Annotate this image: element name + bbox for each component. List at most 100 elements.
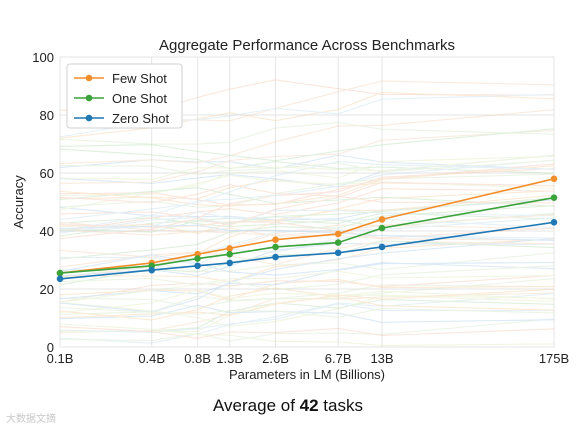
task-line bbox=[59, 304, 555, 323]
x-axis-label: Parameters in LM (Billions) bbox=[229, 367, 385, 382]
task-line bbox=[59, 159, 555, 176]
legend-label: Few Shot bbox=[112, 71, 167, 86]
task-line bbox=[59, 261, 555, 300]
x-tick-label: 175B bbox=[539, 351, 569, 366]
data-point bbox=[378, 243, 386, 251]
task-line bbox=[59, 194, 555, 235]
caption-number: 42 bbox=[299, 396, 319, 415]
task-line bbox=[59, 159, 555, 232]
data-point bbox=[334, 230, 342, 238]
legend-marker bbox=[85, 94, 93, 102]
task-line bbox=[59, 323, 555, 347]
data-point bbox=[272, 253, 279, 261]
task-line bbox=[59, 155, 555, 180]
task-line bbox=[59, 287, 555, 321]
task-line bbox=[59, 165, 555, 207]
task-line bbox=[59, 221, 555, 239]
task-line bbox=[59, 187, 555, 207]
chart-area: 0 20 40 60 80 100 0.1B 0.4B 0.8B 1.3B 2.6B 6.7B 13B 1… bbox=[11, 37, 569, 382]
y-tick-label: 40 bbox=[40, 224, 54, 239]
data-point bbox=[226, 259, 233, 267]
series-few-shot bbox=[56, 175, 558, 277]
task-line bbox=[59, 128, 555, 162]
legend-label: Zero Shot bbox=[112, 111, 169, 126]
x-tick-label: 2.6B bbox=[262, 351, 289, 366]
task-line bbox=[59, 154, 555, 170]
x-tick-label: 6.7B bbox=[325, 351, 352, 366]
task-line bbox=[59, 278, 555, 309]
task-line bbox=[59, 224, 555, 237]
task-line bbox=[59, 289, 555, 314]
task-line bbox=[59, 214, 555, 268]
task-line bbox=[59, 299, 555, 332]
task-line bbox=[59, 155, 555, 211]
task-line bbox=[59, 221, 555, 241]
task-line bbox=[59, 174, 555, 197]
task-line bbox=[59, 205, 555, 260]
task-line bbox=[59, 278, 555, 301]
x-tick-label: 0.1B bbox=[47, 351, 74, 366]
task-line bbox=[59, 148, 555, 174]
series-line bbox=[59, 196, 555, 274]
legend-box bbox=[66, 63, 183, 129]
legend-marker bbox=[85, 114, 93, 122]
x-tick-label: 0.8B bbox=[184, 351, 211, 366]
data-point bbox=[56, 269, 64, 277]
task-line bbox=[59, 211, 555, 233]
task-line bbox=[59, 181, 555, 239]
task-line bbox=[59, 217, 555, 271]
task-line bbox=[59, 184, 555, 204]
y-tick-label: 60 bbox=[40, 166, 54, 181]
task-line bbox=[60, 238, 555, 283]
legend-marker bbox=[85, 74, 93, 82]
task-line bbox=[59, 212, 555, 228]
task-line bbox=[59, 179, 555, 200]
legend: Few Shot One Shot Zero Shot bbox=[66, 63, 183, 129]
task-line bbox=[59, 188, 555, 233]
y-tick-label: 20 bbox=[40, 282, 54, 297]
data-point bbox=[272, 236, 279, 243]
data-point bbox=[272, 243, 279, 251]
task-line bbox=[59, 292, 555, 333]
y-tick-label: 80 bbox=[40, 108, 54, 123]
watermark: 大数据文摘 bbox=[6, 410, 56, 425]
series-zero-shot bbox=[56, 219, 558, 283]
watermark-text: 大数据文摘 bbox=[6, 414, 56, 425]
task-line bbox=[59, 242, 555, 277]
task-line bbox=[59, 173, 555, 208]
task-line bbox=[59, 274, 555, 303]
series-line bbox=[59, 178, 555, 274]
y-axis-label: Accuracy bbox=[11, 175, 26, 229]
task-line bbox=[59, 270, 555, 303]
task-line bbox=[59, 199, 555, 221]
data-point bbox=[226, 245, 233, 252]
series-line bbox=[59, 221, 555, 280]
data-point bbox=[378, 216, 386, 223]
task-line bbox=[59, 163, 555, 206]
task-line bbox=[59, 318, 555, 342]
chart-caption: Average of 42 tasks bbox=[0, 396, 576, 416]
x-tick-label: 13B bbox=[370, 351, 393, 366]
task-line bbox=[59, 295, 555, 327]
task-line bbox=[59, 288, 555, 319]
task-line bbox=[59, 197, 555, 233]
data-point bbox=[550, 194, 558, 201]
data-point bbox=[194, 255, 201, 262]
task-line bbox=[59, 284, 555, 315]
data-point bbox=[378, 224, 386, 232]
caption-prefix: Average of bbox=[213, 396, 300, 415]
task-line bbox=[59, 161, 555, 221]
data-point bbox=[148, 266, 156, 274]
data-point bbox=[226, 250, 233, 258]
line-chart: 0 20 40 60 80 100 0.1B 0.4B 0.8B 1.3B 2.6B 6.7B 13B 1… bbox=[11, 37, 569, 382]
x-tick-label: 0.4B bbox=[138, 351, 165, 366]
data-point bbox=[550, 175, 558, 183]
task-line bbox=[59, 212, 555, 237]
task-line bbox=[59, 254, 555, 276]
task-line bbox=[59, 326, 555, 339]
task-line bbox=[59, 209, 555, 234]
task-line bbox=[60, 290, 555, 333]
task-line bbox=[59, 129, 555, 184]
task-line bbox=[59, 237, 555, 313]
task-line bbox=[59, 293, 555, 344]
